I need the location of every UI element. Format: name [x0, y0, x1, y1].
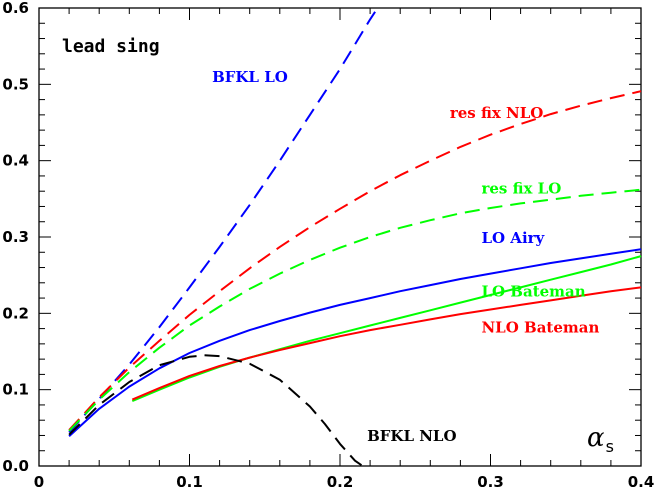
- x-axis-symbol: α: [587, 423, 605, 453]
- y-tick-label: 0.5: [2, 75, 29, 93]
- ticks: [38, 7, 642, 467]
- series-line-bfkl-lo: [68, 7, 379, 434]
- x-tick-label: 0: [34, 473, 44, 491]
- series-label-lo-bateman: LO Bateman: [481, 283, 585, 301]
- series-label-nlo-bateman: NLO Bateman: [481, 318, 599, 336]
- y-tick-label: 0.3: [2, 228, 29, 246]
- series-label-bfkl-lo: BFKL LO: [212, 68, 288, 86]
- y-tick-label: 0.2: [2, 304, 29, 322]
- x-tick-label: 0.2: [327, 473, 354, 491]
- y-tick-label: 0.0: [2, 457, 29, 475]
- plot-frame: [38, 7, 642, 467]
- series-line-lo-airy: [68, 248, 642, 437]
- series-label-res-fix-lo: res fix LO: [481, 179, 561, 197]
- x-axis-label: αs: [587, 423, 614, 456]
- series-label-res-fix-nlo: res fix NLO: [450, 104, 544, 122]
- x-tick-label: 0.3: [477, 473, 504, 491]
- y-tick-label: 0.6: [2, 0, 29, 17]
- y-tick-label: 0.4: [2, 152, 29, 170]
- series-line-res-fix-lo: [68, 188, 642, 432]
- x-tick-label: 0.1: [176, 473, 203, 491]
- series-line-bfkl-nlo: [68, 354, 364, 467]
- series-line-res-fix-nlo: [68, 90, 642, 431]
- series-label-lo-airy: LO Airy: [481, 229, 545, 247]
- chart-title: lead sing: [62, 36, 160, 57]
- labels-group: BFKL LO res fix NLO res fix LO LO Airy LO Ba…: [212, 68, 599, 445]
- x-axis-subscript: s: [606, 437, 614, 456]
- y-tick-label: 0.1: [2, 381, 29, 399]
- series-line-nlo-bateman: [131, 286, 642, 401]
- x-tick-label: 0.4: [628, 473, 654, 491]
- series-label-bfkl-nlo: BFKL NLO: [367, 427, 456, 445]
- series-group: [68, 7, 642, 467]
